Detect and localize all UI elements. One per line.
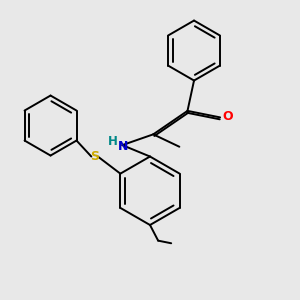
- Text: H: H: [108, 135, 118, 148]
- Text: N: N: [118, 140, 128, 153]
- Text: S: S: [90, 150, 99, 163]
- Text: O: O: [222, 110, 232, 123]
